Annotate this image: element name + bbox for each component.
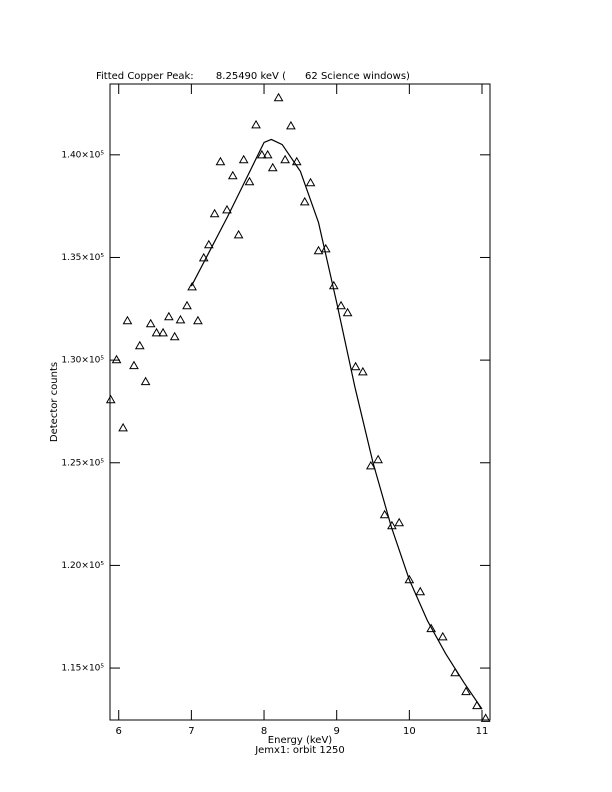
data-point (222, 204, 232, 214)
data-point (145, 318, 156, 328)
y-axis-label: Detector counts (49, 362, 60, 442)
data-point (129, 360, 139, 370)
x-tick-label: 8 (261, 726, 267, 737)
data-point (350, 361, 361, 371)
x-tick-label: 11 (476, 726, 489, 737)
x-tick-label: 6 (116, 726, 122, 737)
data-point (461, 686, 471, 696)
data-point (404, 574, 415, 584)
data-point (394, 517, 405, 527)
data-point (291, 156, 302, 166)
y-tick-label: 1.25×10⁵ (61, 458, 104, 468)
x-tick-label: 10 (403, 726, 416, 737)
x-tick-label: 9 (334, 726, 340, 737)
data-point (305, 177, 316, 187)
data-point (111, 354, 122, 364)
data-point (286, 120, 296, 130)
data-point (182, 300, 192, 310)
data-point (251, 119, 261, 129)
data-point (105, 394, 116, 404)
y-tick-label: 1.15×10⁵ (61, 664, 104, 674)
data-point (244, 176, 255, 186)
y-tick-label: 1.30×10⁵ (61, 356, 104, 366)
data-point (365, 460, 376, 470)
data-point (118, 422, 128, 432)
x-axis-label: Energy (keV) (268, 735, 333, 746)
data-point (336, 300, 346, 310)
data-point (256, 149, 267, 159)
y-tick-label: 1.20×10⁵ (61, 561, 104, 571)
x-tick-label: 7 (188, 726, 194, 737)
data-point (342, 307, 353, 317)
data-point (187, 281, 197, 291)
data-point (379, 509, 390, 519)
data-point (163, 311, 174, 321)
data-point (169, 331, 180, 341)
data-point (233, 229, 244, 239)
data-point (122, 315, 133, 325)
data-point (273, 92, 284, 102)
data-point (415, 586, 426, 596)
data-point (320, 243, 331, 253)
data-point (267, 162, 278, 172)
data-point (437, 631, 448, 641)
data-point (175, 314, 186, 324)
plot-frame (109, 83, 491, 721)
data-point (215, 156, 226, 166)
y-tick-label: 1.40×10⁵ (61, 150, 104, 160)
data-point (480, 713, 491, 722)
data-point (238, 154, 249, 164)
data-point (151, 327, 162, 337)
data-point (280, 154, 290, 164)
data-point (193, 315, 203, 325)
y-tick-label: 1.35×10⁵ (61, 253, 104, 263)
data-point (203, 239, 214, 249)
data-point (140, 376, 151, 386)
data-point (158, 327, 168, 337)
subtitle: Jemx1: orbit 1250 (254, 745, 345, 756)
data-point (373, 454, 383, 464)
data-point (426, 623, 437, 633)
data-point (134, 340, 145, 350)
data-point (227, 170, 238, 180)
chart-title: Fitted Copper Peak: 8.25490 keV ( 62 Sci… (96, 71, 410, 82)
data-point (357, 366, 368, 376)
data-point (299, 196, 310, 206)
fit-curve (190, 138, 483, 710)
data-point (262, 149, 273, 159)
data-point (209, 208, 220, 218)
data-point (313, 245, 324, 255)
